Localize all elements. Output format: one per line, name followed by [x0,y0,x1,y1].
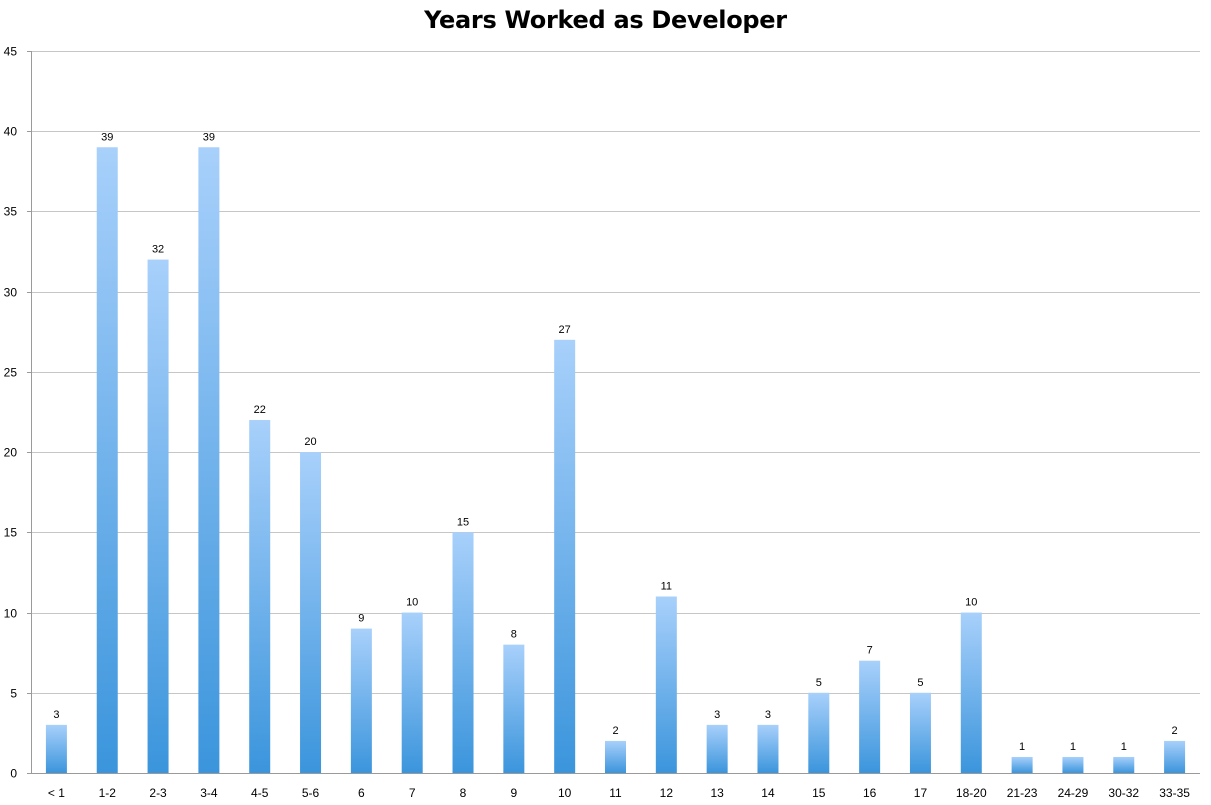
x-tick-label: 18-20 [956,786,987,800]
bar-value-label: 2 [612,725,618,737]
x-tick-label: 24-29 [1058,786,1089,800]
bar-value-label: 1 [1019,741,1025,753]
y-tick-label: 20 [4,446,18,460]
bar-value-label: 20 [304,436,316,448]
bar-value-label: 5 [816,677,822,689]
bar-value-label: 15 [457,516,469,528]
bar-value-label: 3 [765,709,771,721]
bar-value-label: 1 [1070,741,1076,753]
x-tick-labels: < 1 1-2 2-3 3-4 4-5 5-6 6 7 8 9 10 11 12 13 14 15 16 17 18… [48,786,1190,800]
y-tick-label: 5 [10,687,17,701]
x-tick-label: 4-5 [251,786,269,800]
x-tick-label: 7 [409,786,416,800]
y-tick-labels: 0 5 10 15 20 25 30 35 40 45 [4,45,18,781]
bar [452,532,474,773]
x-tick-label: 17 [914,786,928,800]
bar [96,147,118,773]
x-tick-label: 10 [558,786,572,800]
y-tick-label: 15 [4,526,18,540]
x-tick-label: 1-2 [99,786,117,800]
bar-value-label: 22 [254,404,266,416]
bar [706,724,728,773]
bar-value-label: 39 [101,131,113,143]
x-tick-label: 30-32 [1108,786,1139,800]
x-tick-label: 3-4 [200,786,218,800]
x-tick-label: 13 [710,786,724,800]
x-tick-label: 12 [660,786,674,800]
bar-value-label: 9 [358,613,364,625]
axes [27,51,1200,774]
bar-value-label: 3 [714,709,720,721]
x-tick-label: 9 [511,786,518,800]
y-tick-label: 30 [4,286,18,300]
bar [909,692,931,773]
x-tick-label: 16 [863,786,877,800]
x-tick-label: 6 [358,786,365,800]
bar-value-label: 39 [203,131,215,143]
x-tick-label: 33-35 [1159,786,1190,800]
x-tick-label: 5-6 [302,786,320,800]
bar-value-label: 32 [152,244,164,256]
x-tick-label: 8 [460,786,467,800]
bar [503,644,525,773]
y-tick-label: 35 [4,205,18,219]
y-tick-label: 45 [4,45,18,59]
bar-value-label: 5 [917,677,923,689]
bar [1164,740,1186,773]
bar [1062,756,1084,773]
bar-value-label: 27 [559,324,571,336]
chart-title: Years Worked as Developer [424,6,787,34]
bar [401,612,423,773]
y-tick-label: 0 [10,767,17,781]
bar [350,628,372,773]
bar [554,339,576,773]
bar [249,420,271,773]
bar [655,596,677,773]
x-tick-label: 2-3 [149,786,167,800]
x-tick-label: 14 [761,786,775,800]
bar [147,259,169,774]
bars [45,147,1186,774]
y-tick-label: 40 [4,125,18,139]
bar-value-label: 1 [1121,741,1127,753]
bar-value-label: 11 [661,581,672,593]
bar [960,612,982,773]
bar [859,660,881,773]
x-tick-label: 15 [812,786,826,800]
x-tick-label: < 1 [48,786,65,800]
bar [300,452,322,773]
bar [1113,756,1135,773]
x-tick-label: 11 [609,786,622,800]
bar [757,724,779,773]
y-tick-label: 25 [4,366,18,380]
bar-value-label: 2 [1172,725,1178,737]
x-tick-label: 21-23 [1007,786,1038,800]
y-tick-label: 10 [4,607,18,621]
bar [808,692,830,773]
gridlines [31,51,1200,694]
bar-value-label: 3 [53,709,59,721]
bar [1011,756,1033,773]
bar-value-label: 10 [406,597,418,609]
bar [45,724,67,773]
bar-value-label: 7 [867,645,873,657]
bar [605,740,626,773]
bar-value-label: 10 [965,597,977,609]
bar [198,147,220,773]
bar-value-label: 8 [511,629,517,641]
